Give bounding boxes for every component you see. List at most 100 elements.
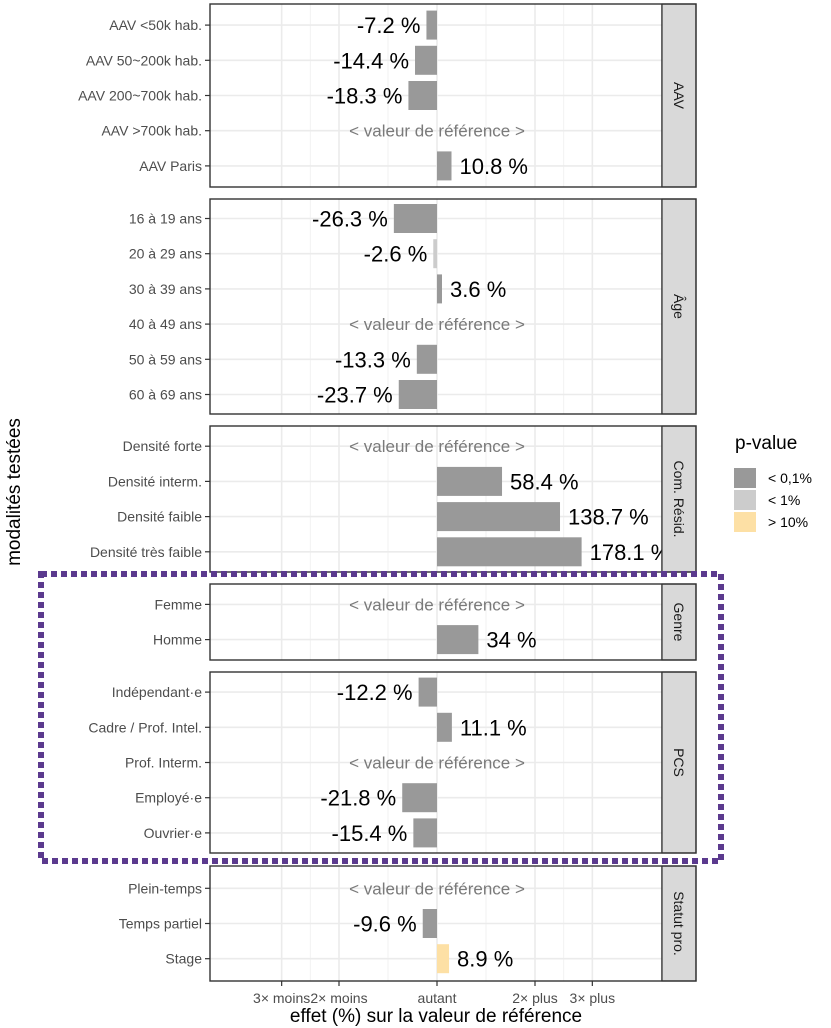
- legend-swatch-p01: [734, 490, 756, 510]
- facet-strip-label-pcs: PCS: [671, 748, 687, 777]
- panel-outline: [209, 865, 697, 982]
- y-tick-label-aav-200-700k-hab: AAV 200~700k hab.: [78, 88, 202, 104]
- data-label-aav-paris: 10.8 %: [459, 154, 528, 179]
- y-tick-label-cadre-prof-intel: Cadre / Prof. Intel.: [88, 719, 202, 735]
- data-label-50-a-59-ans: -13.3 %: [335, 347, 411, 372]
- data-label-30-a-39-ans: 3.6 %: [450, 277, 506, 302]
- data-label-aav-50-200k-hab: -14.4 %: [333, 48, 409, 73]
- bar-ouvrier-e: [413, 818, 437, 848]
- data-label-densite-faible: 138.7 %: [568, 505, 649, 530]
- data-label-stage: 8.9 %: [457, 947, 513, 972]
- bar-aav-paris: [437, 151, 452, 181]
- data-label-homme: 34 %: [486, 628, 536, 653]
- bar-densite-tres-faible: [437, 537, 582, 567]
- bar-aav-200-700k-hab: [408, 81, 437, 110]
- legend-label-p001: < 0,1%: [768, 470, 812, 486]
- y-tick-label-20-a-29-ans: 20 à 29 ans: [129, 246, 202, 262]
- x-tick-label-3-plus: 3× plus: [570, 990, 616, 1006]
- y-tick-label-temps-partiel: Temps partiel: [119, 916, 202, 932]
- x-tick-label-2-moins: 2× moins: [310, 990, 367, 1006]
- reference-label: < valeur de référence >: [349, 437, 525, 456]
- bar-densite-faible: [437, 502, 561, 532]
- highlight-box: [38, 571, 724, 864]
- y-tick-label-16-a-19-ans: 16 à 19 ans: [129, 211, 202, 227]
- y-tick-label-homme: Homme: [153, 632, 202, 648]
- panel-outline: [209, 3, 697, 188]
- y-tick-label-independant-e: Indépendant·e: [112, 684, 203, 700]
- facet-strip: [661, 671, 697, 854]
- reference-label: < valeur de référence >: [349, 754, 525, 773]
- y-tick-label-50-a-59-ans: 50 à 59 ans: [129, 351, 202, 367]
- y-tick-label-employe-e: Employé·e: [135, 790, 202, 806]
- bar-30-a-39-ans: [437, 274, 443, 304]
- bar-16-a-19-ans: [393, 204, 437, 233]
- data-label-temps-partiel: -9.6 %: [353, 912, 417, 937]
- data-label-aav-50k-hab: -7.2 %: [357, 13, 421, 38]
- reference-label: < valeur de référence >: [349, 879, 525, 898]
- bar-employe-e: [402, 783, 437, 813]
- facet-strip: [661, 3, 697, 188]
- bar-independant-e: [418, 677, 437, 707]
- y-tick-label-aav-700k-hab: AAV >700k hab.: [101, 123, 202, 139]
- y-tick-label-densite-forte: Densité forte: [123, 438, 203, 454]
- legend-title: p-value: [735, 433, 797, 454]
- x-tick-label-3-moins: 3× moins: [253, 990, 310, 1006]
- bar-aav-50-200k-hab: [415, 45, 437, 75]
- legend-label-p10: > 10%: [768, 514, 808, 530]
- y-tick-label-60-a-69-ans: 60 à 69 ans: [129, 387, 202, 403]
- data-label-densite-tres-faible: 178.1 %: [590, 540, 671, 565]
- facet-strip-label-genre: Genre: [671, 603, 687, 642]
- panel-background: [210, 199, 662, 414]
- bar-homme: [437, 625, 479, 655]
- y-tick-label-densite-faible: Densité faible: [117, 509, 202, 525]
- y-tick-label-aav-50k-hab: AAV <50k hab.: [109, 17, 202, 33]
- bar-temps-partiel: [422, 909, 437, 938]
- data-label-ouvrier-e: -15.4 %: [332, 821, 408, 846]
- bar-aav-50k-hab: [426, 10, 437, 40]
- data-label-independant-e: -12.2 %: [337, 680, 413, 705]
- reference-label: < valeur de référence >: [349, 315, 525, 334]
- x-tick-label-2-plus: 2× plus: [512, 990, 558, 1006]
- y-tick-label-femme: Femme: [155, 596, 203, 612]
- y-tick-label-30-a-39-ans: 30 à 39 ans: [129, 281, 202, 297]
- bar-50-a-59-ans: [416, 344, 437, 374]
- legend-swatch-p001: [734, 468, 756, 488]
- bar-20-a-29-ans: [433, 239, 437, 269]
- reference-label: < valeur de référence >: [349, 595, 525, 614]
- facet-strip: [661, 583, 697, 661]
- facet-strip-label-com-resid: Com. Résid.: [671, 460, 687, 537]
- y-tick-label-aav-50-200k-hab: AAV 50~200k hab.: [86, 52, 202, 68]
- y-tick-label-prof-interm: Prof. Interm.: [125, 755, 202, 771]
- panel-background: [210, 426, 662, 572]
- panel-outline: [209, 198, 697, 415]
- panel-background: [210, 584, 662, 660]
- facet-strip-label-aav: AAV: [671, 82, 687, 110]
- y-axis-title: modalités testées: [4, 418, 25, 566]
- bar-60-a-69-ans: [398, 380, 437, 409]
- y-tick-label-densite-tres-faible: Densité très faible: [90, 544, 202, 560]
- bar-stage: [437, 944, 450, 974]
- data-label-20-a-29-ans: -2.6 %: [364, 242, 428, 267]
- data-label-60-a-69-ans: -23.7 %: [317, 383, 393, 408]
- data-label-16-a-19-ans: -26.3 %: [312, 207, 388, 232]
- bar-densite-interm: [437, 466, 503, 496]
- y-tick-label-ouvrier-e: Ouvrier·e: [144, 825, 203, 841]
- reference-label: < valeur de référence >: [349, 122, 525, 141]
- x-axis-title: effet (%) sur la valeur de référence: [290, 1006, 582, 1027]
- y-tick-label-stage: Stage: [165, 951, 202, 967]
- y-tick-label-densite-interm: Densité interm.: [108, 473, 202, 489]
- data-label-aav-200-700k-hab: -18.3 %: [327, 84, 403, 109]
- x-tick-label-autant: autant: [418, 990, 457, 1006]
- facet-strip-label-age: Âge: [671, 294, 687, 319]
- y-tick-label-40-a-49-ans: 40 à 49 ans: [129, 316, 202, 332]
- facet-strip-label-statut-pro: Statut pro.: [671, 891, 687, 956]
- data-label-employe-e: -21.8 %: [320, 786, 396, 811]
- data-label-densite-interm: 58.4 %: [510, 469, 579, 494]
- y-tick-label-plein-temps: Plein-temps: [128, 880, 202, 896]
- panel-outline: [209, 583, 697, 661]
- legend-label-p01: < 1%: [768, 492, 800, 508]
- bar-cadre-prof-intel: [437, 712, 452, 742]
- y-tick-label-aav-paris: AAV Paris: [139, 158, 202, 174]
- legend-swatch-p10: [734, 512, 756, 532]
